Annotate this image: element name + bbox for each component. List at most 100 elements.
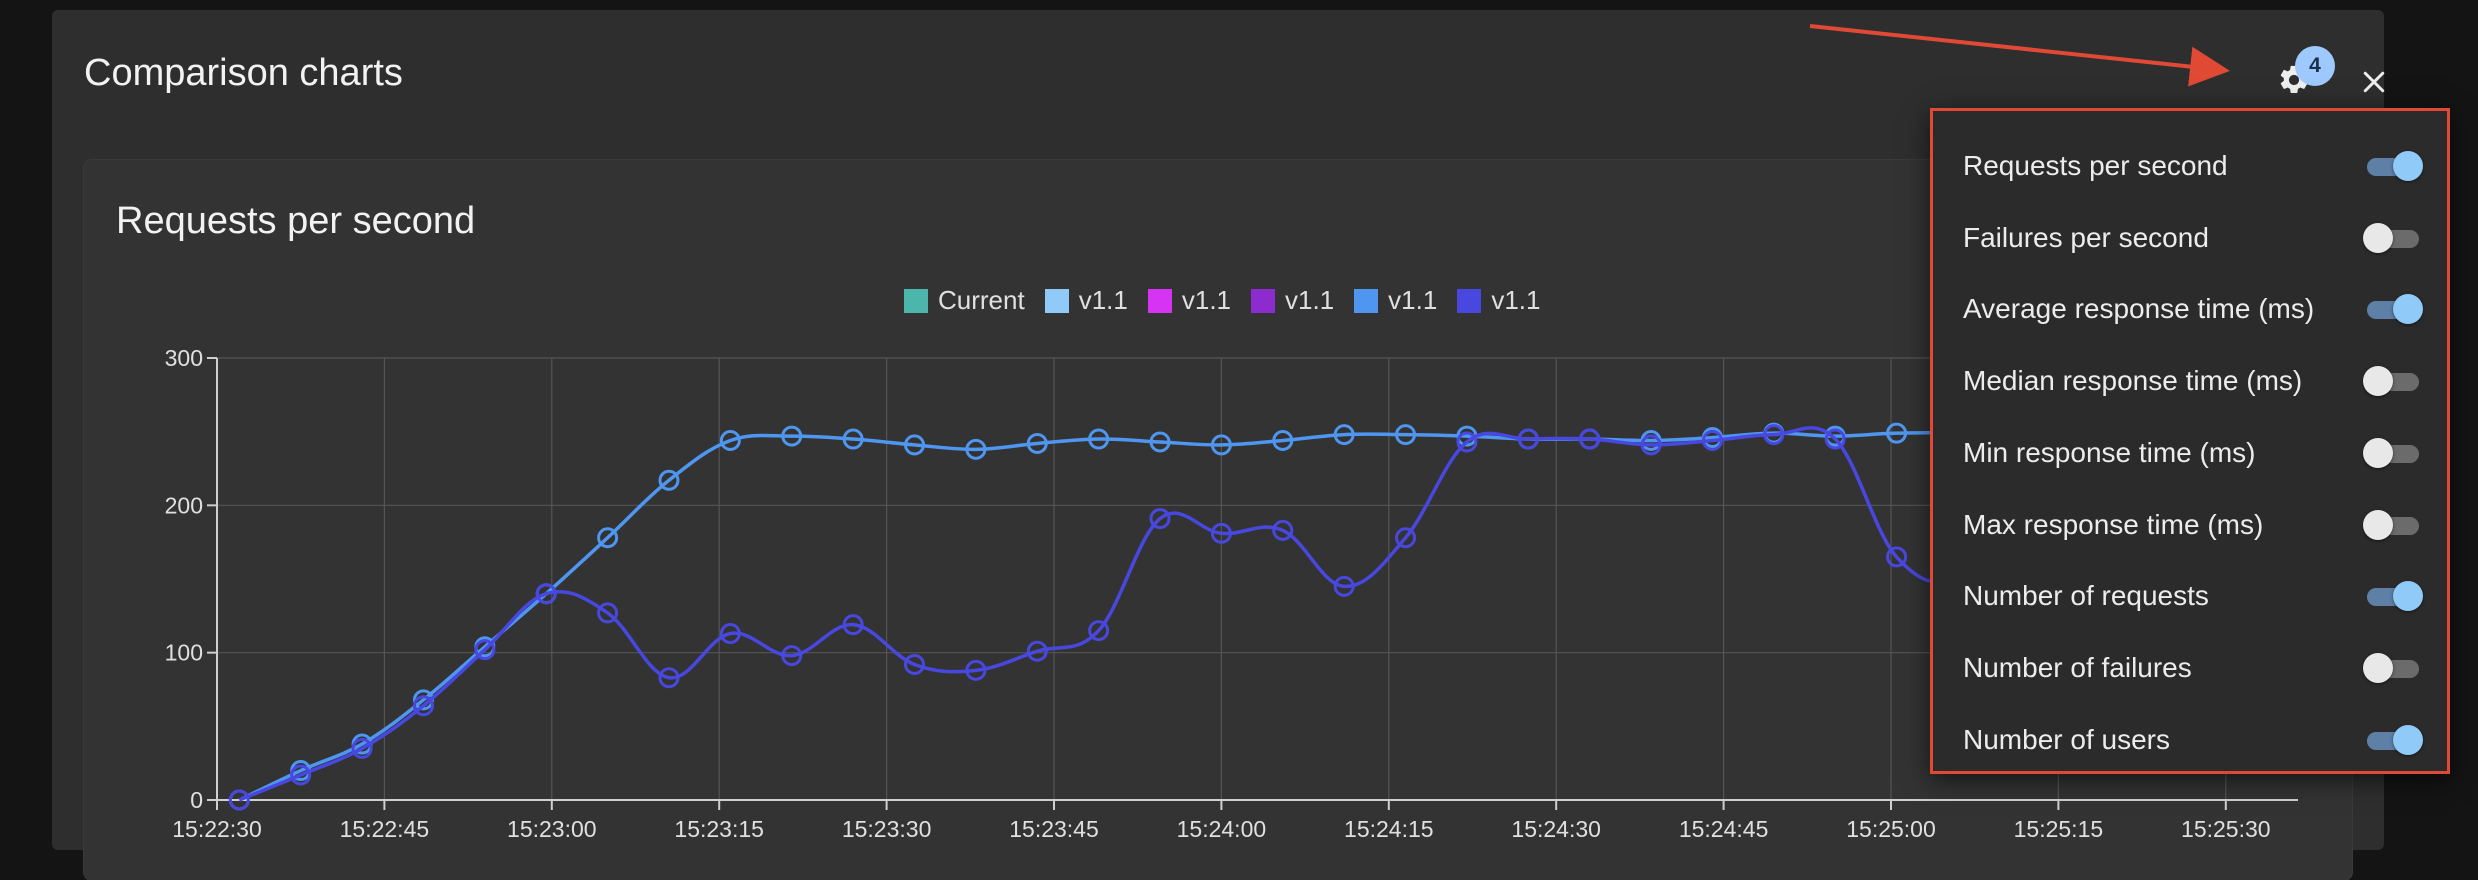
data-point — [290, 764, 312, 786]
data-point — [1886, 546, 1908, 568]
x-tick-label: 15:24:30 — [1511, 816, 1601, 842]
series-line — [238, 426, 2082, 802]
chart-settings-panel: Requests per second Failures per second Av… — [1930, 108, 2450, 774]
y-tick-label: 100 — [165, 640, 203, 666]
legend-swatch — [904, 288, 928, 313]
data-point — [1088, 620, 1110, 642]
data-point — [1210, 434, 1232, 456]
data-point — [658, 667, 680, 689]
chart-legend: Current v1.1 v1.1 v1.1 v1.1 v1.1 — [904, 285, 1560, 316]
x-tick-label: 15:23:45 — [1009, 816, 1099, 842]
toggle-thumb[interactable] — [2393, 294, 2423, 325]
data-point — [412, 695, 434, 717]
toggle-thumb[interactable] — [2393, 151, 2423, 181]
data-point — [1026, 640, 1048, 662]
legend-swatch — [1044, 288, 1069, 313]
data-point — [1333, 575, 1355, 597]
legend-label: v1.1 — [1491, 285, 1541, 315]
data-point — [1210, 522, 1232, 544]
x-tick-label: 15:24:45 — [1679, 816, 1769, 842]
data-point — [965, 438, 987, 460]
x-tick-label: 15:24:15 — [1344, 816, 1434, 842]
data-point — [597, 527, 619, 549]
settings-toggle-row[interactable]: Median response time (ms) — [1963, 356, 2423, 406]
toggle-thumb[interactable] — [2363, 222, 2393, 253]
toggle-thumb[interactable] — [2363, 509, 2393, 540]
data-point — [1088, 428, 1110, 450]
settings-toggle-label: Number of users — [1963, 723, 2170, 755]
data-point — [904, 653, 925, 675]
legend-item[interactable]: v1.1 — [1147, 285, 1232, 316]
legend-item[interactable]: v1.1 — [1251, 285, 1334, 316]
legend-item[interactable]: Current — [904, 285, 1025, 316]
legend-label: v1.1 — [1388, 285, 1438, 315]
close-icon — [2363, 71, 2385, 93]
data-point — [351, 737, 373, 759]
toggle-thumb[interactable] — [2393, 724, 2423, 755]
legend-item[interactable]: v1.1 — [1044, 285, 1128, 316]
data-point — [597, 602, 619, 624]
legend-swatch — [1354, 288, 1379, 313]
settings-count-badge: 4 — [2295, 46, 2335, 86]
x-tick-label: 15:25:00 — [1846, 816, 1936, 842]
legend-item[interactable]: v1.1 — [1457, 285, 1540, 316]
settings-toggle-label: Median response time (ms) — [1963, 365, 2303, 397]
toggle-switch[interactable] — [2363, 581, 2423, 612]
toggle-switch[interactable] — [2363, 724, 2423, 755]
data-point — [842, 428, 864, 450]
legend-label: Current — [938, 285, 1025, 315]
data-point — [1579, 428, 1601, 450]
x-tick-label: 15:24:00 — [1177, 816, 1267, 842]
settings-toggle-label: Failures per second — [1963, 221, 2209, 253]
settings-toggle-label: Number of requests — [1963, 580, 2209, 612]
toggle-switch[interactable] — [2363, 509, 2423, 540]
data-point — [1395, 527, 1417, 549]
toggle-switch[interactable] — [2363, 151, 2423, 181]
data-point — [1026, 432, 1048, 454]
data-point — [719, 430, 741, 452]
data-point — [1886, 422, 1908, 444]
toggle-thumb[interactable] — [2363, 437, 2393, 468]
settings-toggle-row[interactable]: Requests per second — [1963, 141, 2423, 191]
legend-swatch — [1251, 288, 1276, 313]
data-point — [1517, 428, 1539, 450]
data-point — [1701, 430, 1723, 452]
settings-toggle-label: Min response time (ms) — [1963, 436, 2256, 468]
data-point — [474, 639, 496, 661]
settings-toggle-row[interactable]: Number of requests — [1963, 571, 2423, 621]
toggle-switch[interactable] — [2363, 294, 2423, 325]
settings-toggle-row[interactable]: Max response time (ms) — [1963, 500, 2423, 550]
legend-label: v1.1 — [1181, 285, 1232, 315]
data-point — [781, 645, 803, 667]
y-tick-label: 0 — [190, 787, 203, 813]
toggle-thumb[interactable] — [2363, 366, 2393, 397]
x-tick-label: 15:25:30 — [2181, 816, 2271, 842]
legend-item[interactable]: v1.1 — [1354, 285, 1437, 316]
settings-toggle-row[interactable]: Number of failures — [1963, 643, 2423, 693]
toggle-thumb[interactable] — [2363, 652, 2393, 683]
toggle-thumb[interactable] — [2393, 581, 2423, 612]
toggle-switch[interactable] — [2363, 652, 2423, 683]
x-tick-label: 15:23:30 — [842, 816, 932, 842]
legend-swatch — [1457, 288, 1482, 313]
y-tick-label: 200 — [165, 492, 203, 518]
data-point — [781, 425, 803, 447]
data-point — [965, 659, 987, 681]
toggle-switch[interactable] — [2363, 437, 2423, 468]
data-point — [535, 583, 557, 605]
settings-toggle-row[interactable]: Min response time (ms) — [1963, 428, 2423, 478]
x-tick-label: 15:22:45 — [340, 816, 430, 842]
data-point — [1640, 434, 1662, 456]
settings-toggle-row[interactable]: Failures per second — [1963, 213, 2423, 263]
close-button[interactable] — [2354, 62, 2394, 102]
settings-toggle-row[interactable]: Number of users — [1963, 715, 2423, 765]
data-point — [1395, 424, 1417, 446]
toggle-switch[interactable] — [2363, 222, 2423, 253]
x-tick-label: 15:25:15 — [2014, 816, 2104, 842]
toggle-switch[interactable] — [2363, 366, 2423, 397]
settings-toggle-row[interactable]: Average response time (ms) — [1963, 284, 2423, 334]
data-point — [658, 469, 680, 491]
settings-toggle-label: Average response time (ms) — [1963, 293, 2315, 325]
chart-title: Requests per second — [116, 200, 476, 242]
data-point — [1272, 430, 1294, 452]
